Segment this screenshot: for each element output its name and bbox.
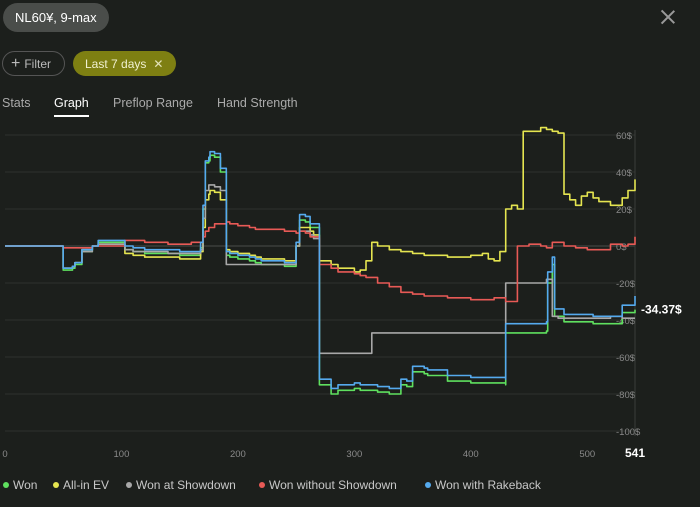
x-tick-label: 500 bbox=[579, 449, 595, 460]
period-filter-chip[interactable]: Last 7 days ✕ bbox=[73, 51, 176, 76]
tab-hand-strength[interactable]: Hand Strength bbox=[217, 96, 298, 110]
x-tick-label: 0 bbox=[2, 449, 7, 460]
remove-filter-icon[interactable]: ✕ bbox=[153, 56, 164, 71]
y-tick-label: 20$ bbox=[616, 205, 633, 216]
legend-item-won-without-showdown[interactable]: Won without Showdown bbox=[259, 478, 397, 492]
x-tick-label: 300 bbox=[346, 449, 362, 460]
y-tick-label: -20$ bbox=[616, 279, 636, 290]
filter-label: Filter bbox=[24, 56, 52, 71]
y-tick-label: 0$ bbox=[616, 242, 627, 253]
y-tick-label: -60$ bbox=[616, 353, 636, 364]
y-tick-label: -80$ bbox=[616, 390, 636, 401]
legend-item-won[interactable]: Won bbox=[3, 478, 37, 492]
tab-graph[interactable]: Graph bbox=[54, 96, 89, 117]
end-value-label: -34.37$ bbox=[641, 303, 682, 317]
x-current-hand-label: 541 bbox=[625, 446, 645, 460]
legend-item-won-at-showdown[interactable]: Won at Showdown bbox=[126, 478, 236, 492]
legend-dot bbox=[126, 482, 132, 488]
legend-dot bbox=[53, 482, 59, 488]
series-line-won-at-showdown bbox=[5, 184, 635, 355]
y-tick-label: 60$ bbox=[616, 131, 633, 142]
legend-label: Won bbox=[13, 478, 38, 492]
x-tick-label: 200 bbox=[230, 449, 246, 460]
y-tick-label: -40$ bbox=[616, 316, 636, 327]
tab-stats[interactable]: Stats bbox=[2, 96, 31, 110]
series-line-all-in-ev bbox=[5, 126, 636, 273]
period-label: Last 7 days bbox=[85, 56, 147, 71]
close-icon[interactable] bbox=[658, 7, 678, 27]
table-title: NL60¥, 9-max bbox=[15, 10, 97, 25]
y-tick-label: -100$ bbox=[616, 427, 641, 438]
x-tick-label: 400 bbox=[463, 449, 479, 460]
legend-dot bbox=[3, 482, 9, 488]
x-tick-label: 100 bbox=[114, 449, 130, 460]
y-tick-label: 40$ bbox=[616, 168, 633, 179]
table-title-pill[interactable]: NL60¥, 9-max bbox=[3, 3, 109, 32]
legend-dot bbox=[259, 482, 265, 488]
legend-dot bbox=[425, 482, 431, 488]
plus-icon: + bbox=[11, 54, 21, 72]
legend-label: All-in EV bbox=[63, 478, 110, 492]
series-line-won-with-rakeback bbox=[5, 150, 636, 390]
legend-item-won-with-rakeback[interactable]: Won with Rakeback bbox=[425, 478, 541, 492]
legend-label: Won at Showdown bbox=[136, 478, 236, 492]
tab-preflop-range[interactable]: Preflop Range bbox=[113, 96, 193, 110]
filter-button[interactable]: + Filter bbox=[2, 51, 65, 76]
legend-label: Won with Rakeback bbox=[435, 478, 541, 492]
legend-label: Won without Showdown bbox=[269, 478, 397, 492]
series-line-won-without-showdown bbox=[5, 221, 636, 303]
profit-graph: 60$ 40$ 20$ 0$ -20$ -40$ -60$ -80$ -100$ 0 100 200 3… bbox=[2, 126, 682, 460]
legend-item-all-in-ev[interactable]: All-in EV bbox=[53, 478, 109, 492]
